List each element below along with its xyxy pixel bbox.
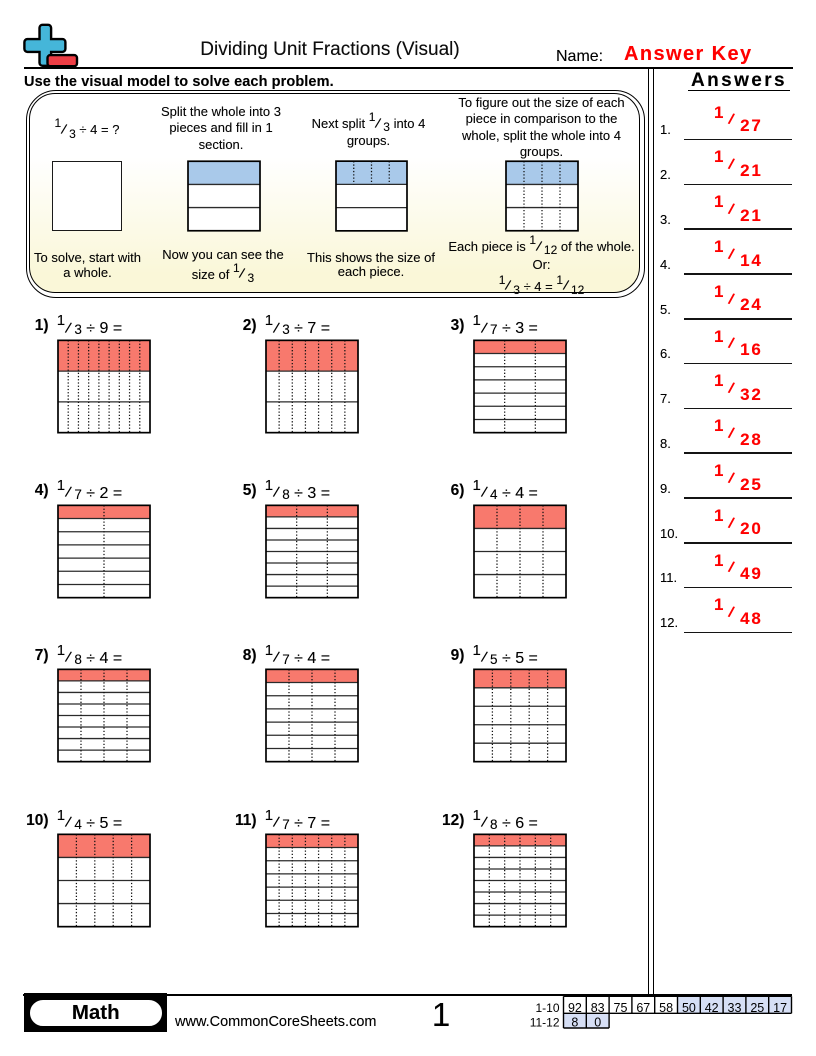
svg-text:42: 42 [705, 1001, 719, 1015]
svg-text:83: 83 [591, 1001, 605, 1015]
svg-text:11-12: 11-12 [530, 1015, 560, 1029]
svg-text:17: 17 [773, 1001, 787, 1015]
svg-text:58: 58 [659, 1001, 673, 1015]
svg-text:67: 67 [636, 1001, 650, 1015]
svg-text:92: 92 [568, 1001, 582, 1015]
svg-text:25: 25 [750, 1001, 764, 1015]
svg-text:8: 8 [571, 1016, 578, 1030]
svg-text:1-10: 1-10 [535, 1001, 559, 1015]
svg-text:33: 33 [728, 1001, 742, 1015]
svg-text:50: 50 [682, 1001, 696, 1015]
svg-text:0: 0 [594, 1016, 601, 1030]
svg-text:75: 75 [614, 1001, 628, 1015]
